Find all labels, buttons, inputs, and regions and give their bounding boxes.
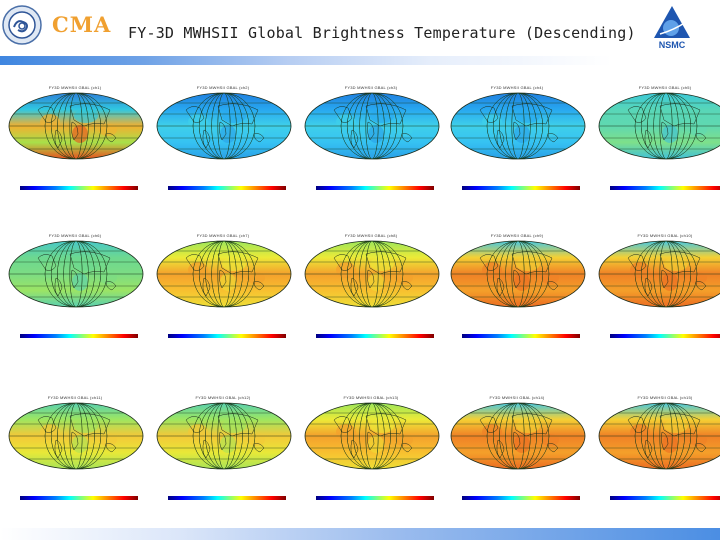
mollweide-map [304, 402, 440, 470]
mollweide-map [8, 92, 144, 160]
colorbar [462, 496, 580, 500]
panel-title: FY3D MWHSII GBAL (ch10) [637, 233, 693, 238]
mollweide-map [450, 402, 586, 470]
map-panel: FY3D MWHSII GBAL (ch7) [150, 228, 296, 368]
colorbar [20, 334, 138, 338]
colorbar [316, 186, 434, 190]
map-panel: FY3D MWHSII GBAL (ch13) [298, 390, 444, 530]
map-panel: FY3D MWHSII GBAL (ch9) [444, 228, 590, 368]
mollweide-map [598, 240, 720, 308]
mollweide-map [8, 240, 144, 308]
colorbar [462, 186, 580, 190]
colorbar [462, 334, 580, 338]
panel-title: FY3D MWHSII GBAL (ch6) [48, 233, 102, 238]
colorbar [20, 186, 138, 190]
mollweide-map [156, 92, 292, 160]
colorbar [610, 334, 720, 338]
colorbar [168, 334, 286, 338]
panel-title: FY3D MWHSII GBAL (ch14) [489, 395, 545, 400]
nsmc-logo-icon: NSMC [654, 6, 690, 50]
panel-title: FY3D MWHSII GBAL (ch15) [637, 395, 693, 400]
cma-label: CMA [52, 12, 112, 37]
mollweide-map [598, 402, 720, 470]
map-panel: FY3D MWHSII GBAL (ch12) [150, 390, 296, 530]
map-panel: FY3D MWHSII GBAL (ch2) [150, 80, 296, 220]
mollweide-map [156, 240, 292, 308]
panel-title: FY3D MWHSII GBAL (ch2) [196, 85, 250, 90]
map-panel: FY3D MWHSII GBAL (ch15) [592, 390, 720, 530]
panel-title: FY3D MWHSII GBAL (ch12) [195, 395, 251, 400]
panel-title: FY3D MWHSII GBAL (ch13) [343, 395, 399, 400]
nsmc-label: NSMC [659, 40, 686, 50]
cma-emblem-icon [2, 5, 42, 45]
mollweide-map [450, 240, 586, 308]
panel-title: FY3D MWHSII GBAL (ch5) [638, 85, 692, 90]
panel-title: FY3D MWHSII GBAL (ch8) [344, 233, 398, 238]
colorbar [168, 186, 286, 190]
colorbar [316, 496, 434, 500]
page-title: FY-3D MWHSII Global Brightness Temperatu… [128, 24, 636, 42]
panel-title: FY3D MWHSII GBAL (ch3) [344, 85, 398, 90]
mollweide-map [304, 240, 440, 308]
header: CMA FY-3D MWHSII Global Brightness Tempe… [0, 0, 720, 56]
footer-gradient-bar [0, 528, 720, 540]
map-panel: FY3D MWHSII GBAL (ch3) [298, 80, 444, 220]
colorbar [20, 496, 138, 500]
mollweide-map [598, 92, 720, 160]
panel-title: FY3D MWHSII GBAL (ch4) [490, 85, 544, 90]
map-panel: FY3D MWHSII GBAL (ch6) [2, 228, 148, 368]
map-panel: FY3D MWHSII GBAL (ch4) [444, 80, 590, 220]
map-panel: FY3D MWHSII GBAL (ch8) [298, 228, 444, 368]
panel-title: FY3D MWHSII GBAL (ch1) [48, 85, 102, 90]
mollweide-map [156, 402, 292, 470]
mollweide-map [450, 92, 586, 160]
map-panel: FY3D MWHSII GBAL (ch1) [2, 80, 148, 220]
map-panel: FY3D MWHSII GBAL (ch10) [592, 228, 720, 368]
header-gradient-bar [0, 56, 720, 65]
panel-title: FY3D MWHSII GBAL (ch7) [196, 233, 250, 238]
colorbar [610, 496, 720, 500]
map-panel: FY3D MWHSII GBAL (ch11) [2, 390, 148, 530]
map-panel: FY3D MWHSII GBAL (ch5) [592, 80, 720, 220]
colorbar [168, 496, 286, 500]
colorbar [316, 334, 434, 338]
map-panel: FY3D MWHSII GBAL (ch14) [444, 390, 590, 530]
mollweide-map [8, 402, 144, 470]
colorbar [610, 186, 720, 190]
panel-title: FY3D MWHSII GBAL (ch9) [490, 233, 544, 238]
panel-title: FY3D MWHSII GBAL (ch11) [47, 395, 103, 400]
mollweide-map [304, 92, 440, 160]
